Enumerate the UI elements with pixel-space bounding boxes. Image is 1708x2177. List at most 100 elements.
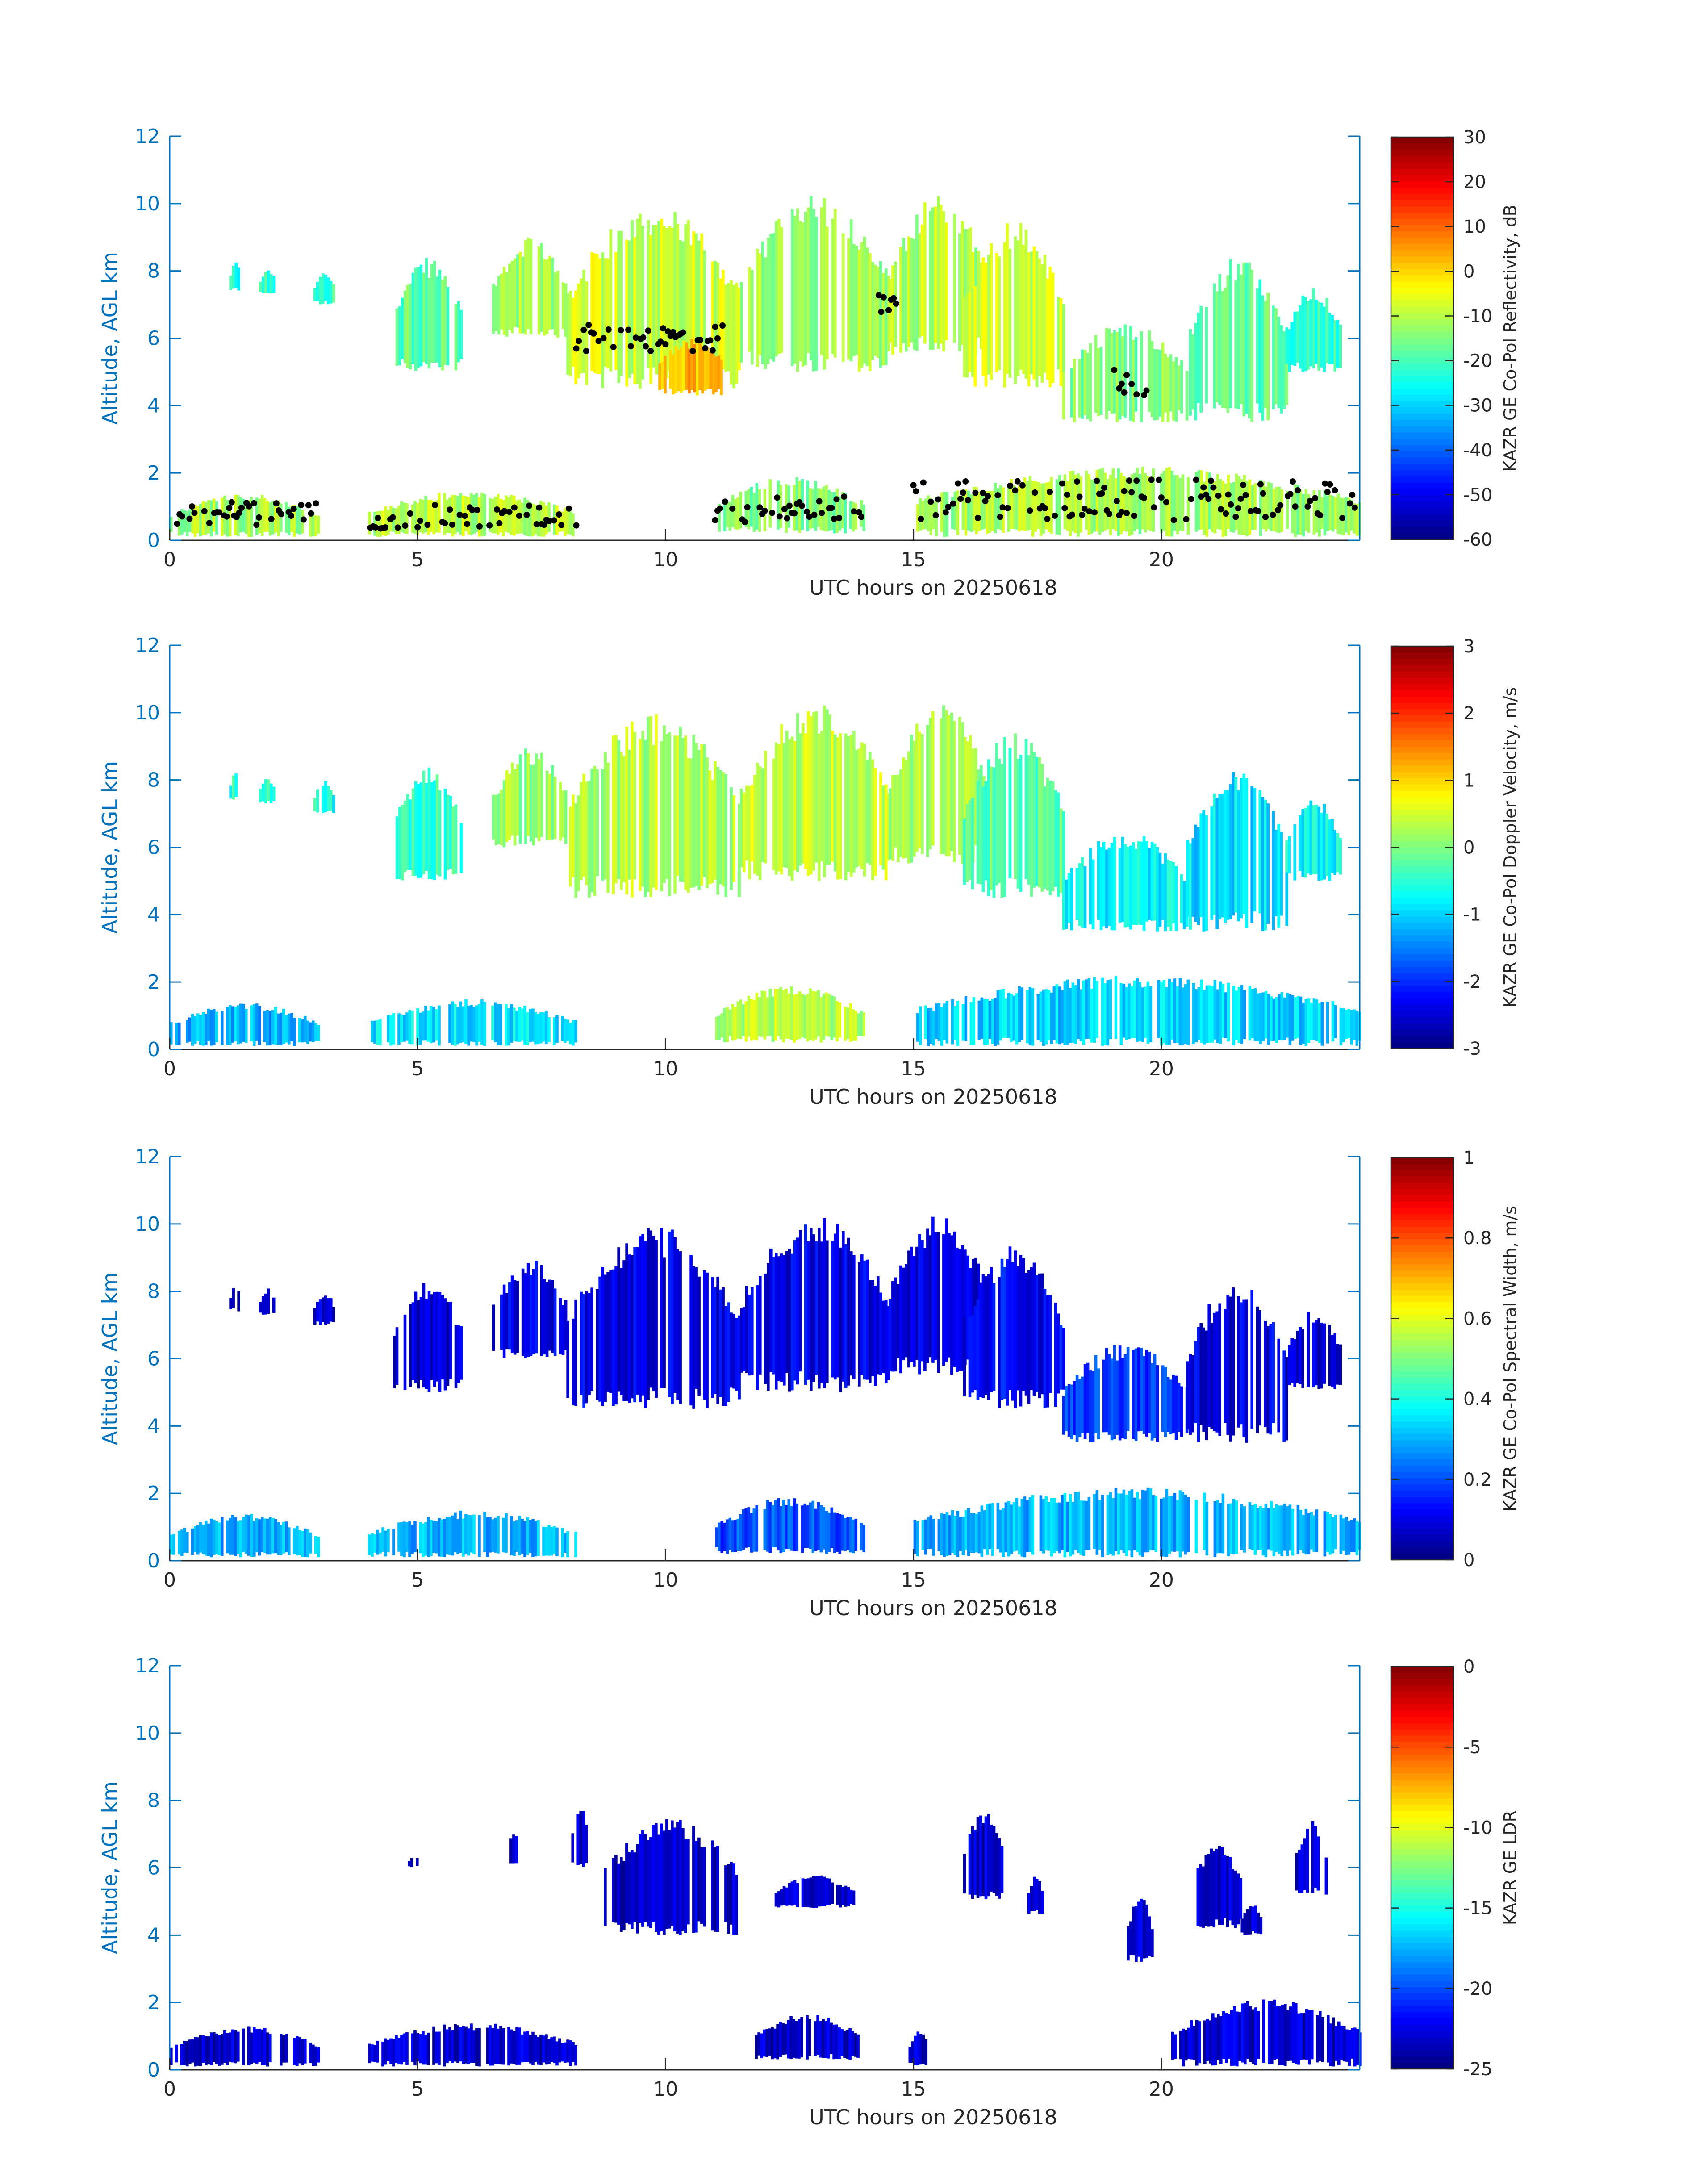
echo-column — [186, 511, 189, 536]
echo-column — [1307, 805, 1310, 874]
cloud-base-marker — [1116, 385, 1123, 392]
colorbar-segment — [1391, 1421, 1453, 1429]
echo-column — [427, 2032, 430, 2065]
echo-column — [441, 1295, 444, 1380]
echo-column — [1293, 824, 1296, 881]
echo-column — [403, 1015, 406, 1042]
echo-column — [207, 2036, 210, 2065]
cloud-base-marker — [625, 326, 632, 333]
colorbar-tick-label: -5 — [1463, 1737, 1481, 1758]
echo-column — [1217, 2014, 1220, 2060]
echo-column — [1197, 987, 1201, 1040]
echo-column — [1105, 1348, 1108, 1433]
echo-column — [628, 1852, 631, 1925]
cloud-base-marker — [1235, 505, 1241, 512]
echo-column — [534, 1521, 537, 1557]
colorbar-segment — [1391, 181, 1453, 188]
echo-column — [1317, 1318, 1320, 1389]
echo-column — [784, 2024, 787, 2055]
echo-column — [521, 1008, 524, 1041]
cloud-base-marker — [1047, 489, 1053, 495]
echo-column — [1251, 485, 1254, 530]
echo-column — [755, 1505, 759, 1552]
echo-column — [446, 1302, 450, 1386]
echo-column — [812, 1234, 815, 1382]
echo-column — [526, 753, 530, 836]
echo-column — [1075, 1375, 1079, 1442]
echo-column — [1237, 264, 1240, 409]
colorbar-segment — [1391, 382, 1453, 389]
echo-column — [996, 488, 1000, 529]
echo-column — [226, 2033, 229, 2065]
echo-column — [739, 491, 743, 529]
echo-column — [972, 1513, 976, 1553]
x-tick-label: 15 — [901, 1569, 926, 1592]
colorbar-segment — [1391, 734, 1453, 741]
colorbar-segment — [1391, 1698, 1453, 1705]
echo-column — [1178, 978, 1182, 1046]
y-tick-label: 12 — [135, 125, 160, 148]
echo-column — [1194, 1500, 1198, 1553]
echo-column — [785, 1505, 788, 1549]
y-tick-label: 10 — [135, 192, 160, 215]
colorbar-segment — [1391, 1849, 1453, 1856]
colorbar-segment — [1391, 1541, 1453, 1548]
echo-column — [259, 789, 262, 802]
cloud-base-marker — [632, 334, 639, 341]
cloud-base-marker — [761, 508, 768, 514]
echo-column — [1197, 827, 1200, 925]
echo-column — [1012, 995, 1016, 1041]
echo-column — [968, 1316, 972, 1398]
echo-column — [1055, 1502, 1059, 1551]
echo-column — [1280, 1505, 1284, 1556]
echo-column — [956, 1247, 959, 1372]
echo-column — [288, 506, 291, 535]
echo-column — [526, 1517, 529, 1555]
echo-column — [971, 1826, 974, 1899]
echo-column — [1296, 1330, 1299, 1383]
echo-column — [787, 993, 791, 1039]
cloud-base-marker — [709, 347, 716, 354]
y-tick-label: 2 — [147, 462, 160, 485]
echo-column — [462, 1518, 465, 1557]
echo-column — [1324, 1857, 1328, 1895]
echo-column — [833, 996, 836, 1038]
echo-column — [1272, 305, 1275, 409]
y-tick-label: 10 — [135, 1722, 160, 1745]
colorbar-segment — [1391, 1874, 1453, 1881]
echo-column — [1275, 1504, 1278, 1552]
echo-column — [1130, 986, 1134, 1038]
echo-column — [456, 1007, 459, 1045]
echo-column — [782, 1500, 785, 1552]
echo-column — [577, 795, 580, 891]
echo-column — [510, 1004, 513, 1043]
cloud-base-marker — [717, 505, 723, 512]
echo-column — [714, 1847, 717, 1932]
echo-column — [1062, 372, 1065, 420]
echo-column — [804, 1224, 807, 1385]
echo-column — [191, 2039, 194, 2063]
echo-column — [1035, 1275, 1039, 1392]
echo-column — [665, 734, 668, 879]
echo-column — [720, 359, 723, 395]
echo-column — [964, 737, 967, 860]
echo-column — [796, 713, 799, 872]
echo-column — [1280, 489, 1284, 532]
echo-column — [789, 2016, 793, 2059]
echo-column — [1059, 298, 1063, 386]
echo-column — [1264, 486, 1268, 532]
echo-column — [612, 735, 615, 894]
echo-column — [1215, 1311, 1219, 1433]
colorbar-tick-label: -30 — [1463, 396, 1492, 416]
echo-column — [417, 1300, 420, 1389]
echo-column — [1144, 986, 1147, 1038]
cloud-base-marker — [1183, 516, 1190, 522]
cloud-base-marker — [1069, 511, 1075, 518]
echo-column — [277, 1522, 280, 1555]
echo-column — [831, 1882, 834, 1904]
y-tick-label: 12 — [135, 1655, 160, 1677]
colorbar-segment — [1391, 1295, 1453, 1303]
echo-column — [1342, 1008, 1345, 1042]
echo-column — [497, 276, 501, 335]
echo-column — [966, 229, 969, 342]
